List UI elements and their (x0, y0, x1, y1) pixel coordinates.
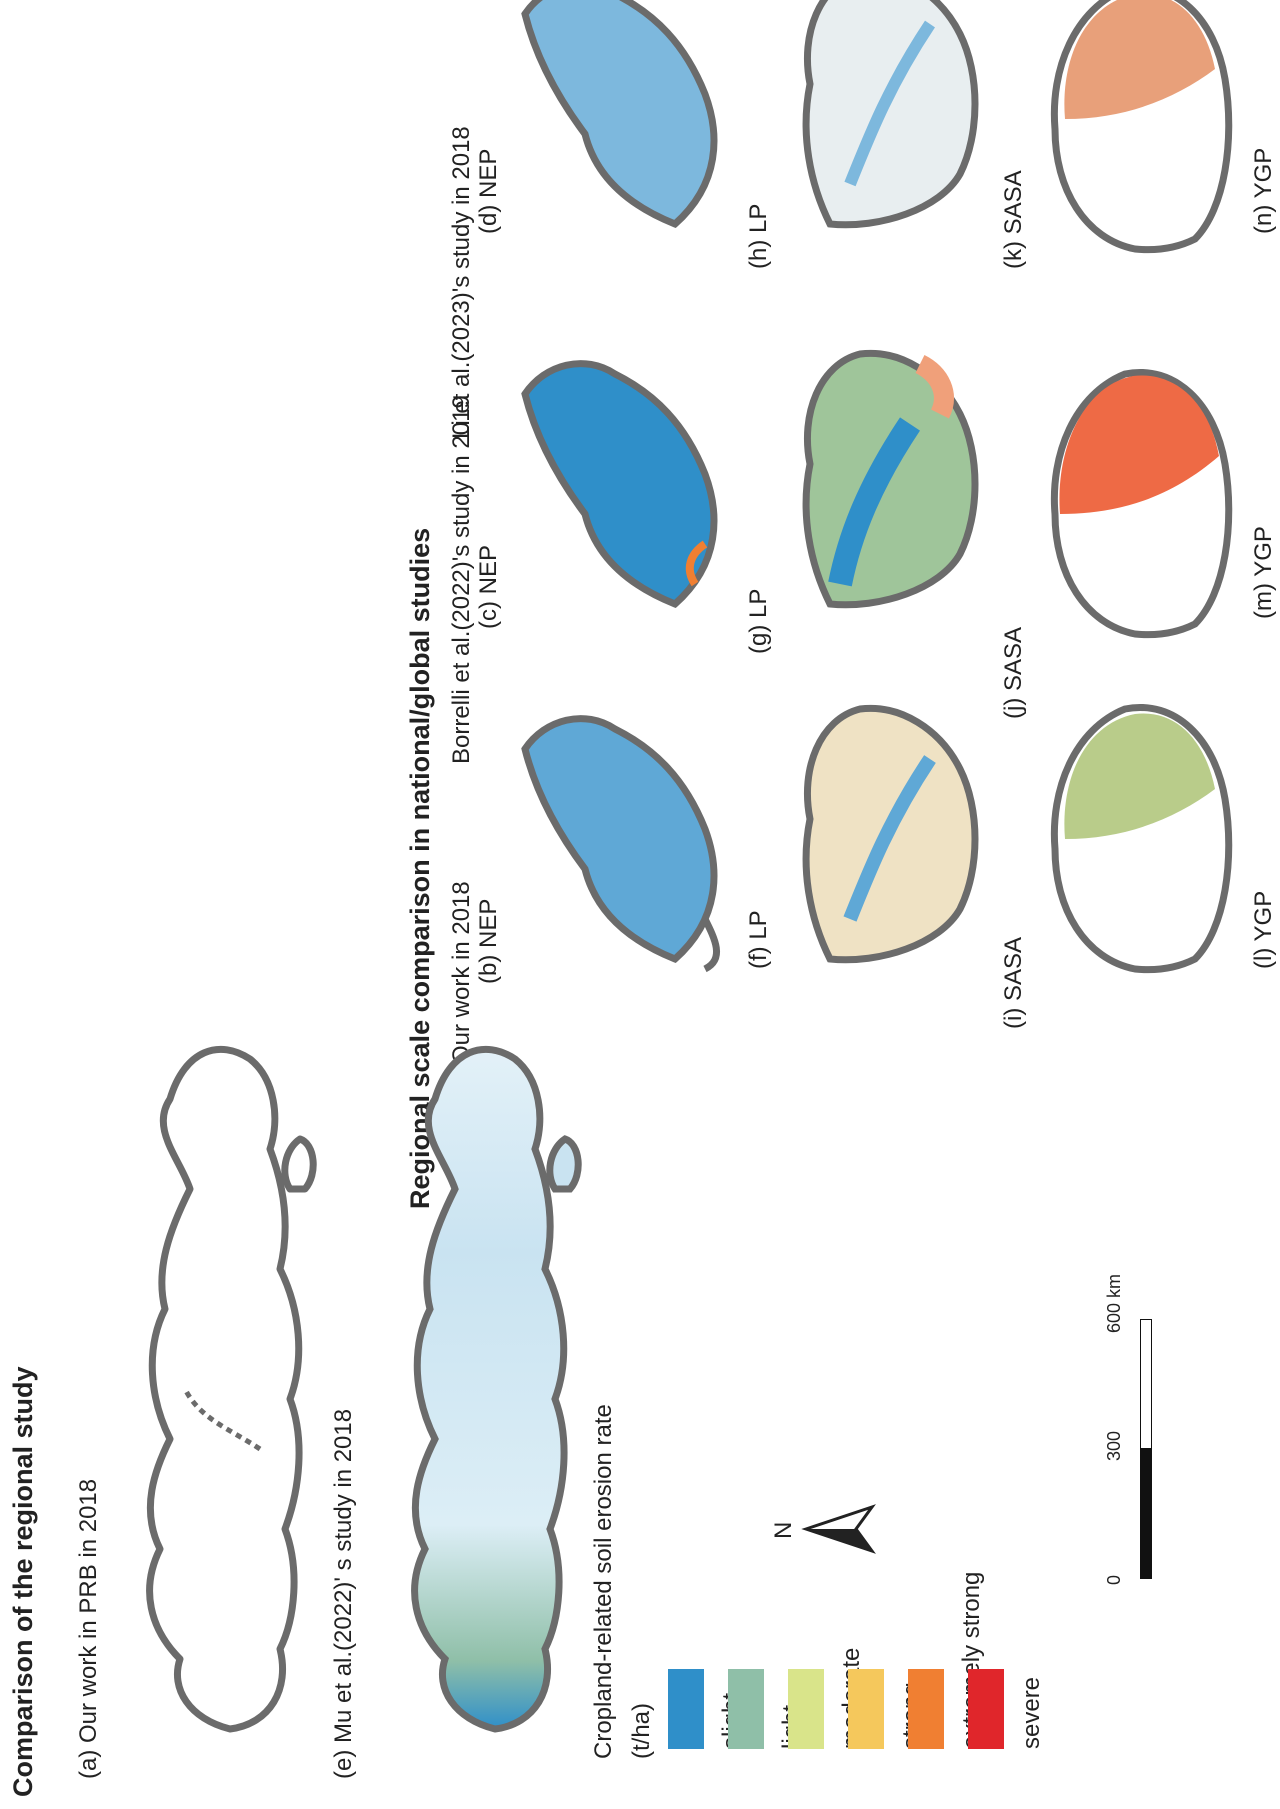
map-f-lp-our-work (770, 689, 1000, 979)
legend-swatch-strong (848, 1669, 884, 1749)
legend-swatch-moderate (788, 1669, 824, 1749)
scale-tick-0: 0 (1104, 1574, 1124, 1585)
panel-label-d: (d) NEP (475, 148, 502, 234)
legend-title: Cropland-related soil erosion rate (590, 1404, 617, 1759)
panel-label-j: (j) SASA (1000, 626, 1027, 719)
panel-label-g: (g) LP (745, 588, 772, 654)
map-a-prb-outline (110, 1029, 320, 1749)
legend-swatch-extremely-strong (908, 1669, 944, 1749)
legend-swatch-light (728, 1669, 764, 1749)
panel-label-h: (h) LP (745, 203, 772, 269)
legend-title-unit: (t/ha) (628, 1702, 655, 1759)
map-m-ygp-borrelli (1275, 339, 1280, 639)
column-label-borrelli: Borrelli et al.(2022)'s study in 2019 (448, 395, 475, 764)
north-arrow-icon (801, 1504, 876, 1554)
panel-label-i: (i) SASA (1000, 936, 1027, 1029)
map-e-mu-study (365, 1029, 595, 1749)
panel-label-k: (k) SASA (1000, 170, 1027, 269)
legend-swatch-severe (968, 1669, 1004, 1749)
panel-label-m: (m) YGP (1250, 526, 1277, 619)
panel-label-f: (f) LP (745, 910, 772, 969)
panel-label-a: (a) Our work in PRB in 2018 (75, 1478, 102, 1779)
scale-bar: 0 300 600 km (1104, 1274, 1180, 1585)
panel-label-n: (n) YGP (1250, 147, 1277, 234)
map-c-nep-borrelli (505, 334, 735, 624)
map-i-sasa-our-work (1025, 689, 1245, 989)
map-g-lp-borrelli (770, 334, 1000, 624)
north-arrow: N (770, 1499, 880, 1559)
north-label: N (770, 1521, 797, 1539)
scale-tick-600: 600 km (1104, 1273, 1124, 1333)
map-j-sasa-borrelli (1025, 354, 1245, 654)
legend-label-severe: severe (1018, 1676, 1045, 1749)
scale-bar-white (1140, 1319, 1152, 1449)
map-k-sasa-li (1025, 0, 1245, 269)
map-h-lp-li (770, 0, 1000, 244)
scale-tick-300: 300 (1104, 1430, 1124, 1461)
regional-heading: Comparison of the regional study (8, 1366, 38, 1797)
panel-label-c: (c) NEP (475, 545, 502, 629)
panel-label-e: (e) Mu et al.(2022)' s study in 2018 (330, 1408, 357, 1779)
map-b-nep-our-work (505, 689, 735, 979)
panel-label-b: (b) NEP (475, 898, 502, 984)
map-d-nep-li (505, 0, 735, 244)
legend-swatch-slight (668, 1669, 704, 1749)
map-l-ygp-our-work (1275, 689, 1280, 989)
scale-bar-black (1140, 1449, 1152, 1579)
map-n-ygp-li (1275, 0, 1280, 269)
column-label-li: Li et al.(2023)'s study in 2018 (448, 126, 475, 439)
panel-label-l: (l) YGP (1250, 890, 1277, 969)
